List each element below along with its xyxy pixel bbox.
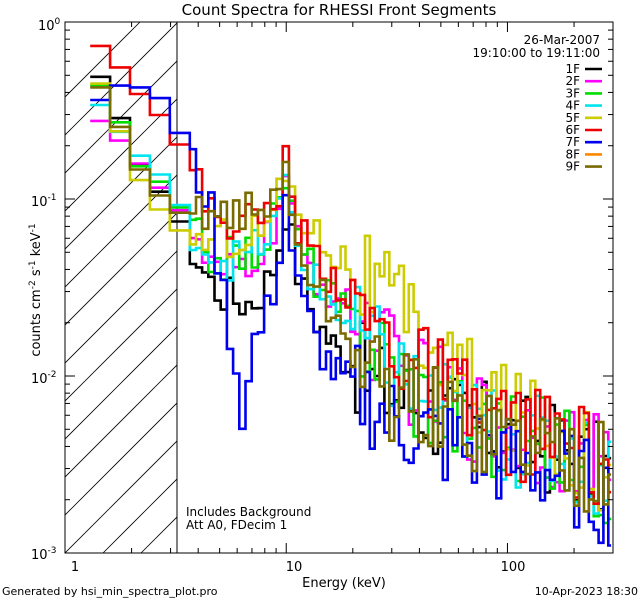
y-tick-label-0.1: 10-1 — [31, 193, 57, 210]
hatch-line — [635, 22, 640, 553]
legend-label-1F: 1F — [565, 62, 580, 76]
legend-label-3F: 3F — [565, 86, 580, 100]
x-axis-label: Energy (keV) — [302, 576, 386, 591]
note-attenuator: Att A0, FDecim 1 — [186, 518, 287, 532]
y-tick-label-0.001: 10-3 — [31, 546, 57, 563]
hatch-line — [65, 98, 177, 212]
y-tick-label-0.01: 10-2 — [31, 370, 57, 387]
observation-time-range: 19:10:00 to 19:11:00 — [473, 46, 600, 60]
y-axis-label: counts cm-2 s-1 keV-1 — [28, 223, 44, 356]
legend-label-8F: 8F — [565, 147, 580, 161]
y-tick-label-1: 100 — [38, 17, 61, 34]
legend-label-2F: 2F — [565, 74, 580, 88]
hatch-line — [65, 60, 177, 174]
chart-title: Count Spectra for RHESSI Front Segments — [182, 1, 497, 19]
hatch-line — [65, 136, 177, 250]
hatch-line — [65, 174, 177, 288]
series-lines — [90, 44, 612, 547]
attenuator-hatch-region — [65, 22, 640, 553]
hatch-line — [65, 22, 141, 98]
x-tick-label-10: 10 — [286, 560, 303, 575]
hatch-line — [65, 212, 177, 326]
x-tick-label-1: 1 — [71, 560, 79, 575]
series-line-7F — [90, 84, 612, 547]
legend-label-4F: 4F — [565, 99, 580, 113]
hatch-line — [65, 22, 177, 136]
hatch-line — [65, 250, 177, 364]
legend-label-5F: 5F — [565, 111, 580, 125]
hatch-line — [65, 440, 177, 553]
hatch-line — [65, 364, 177, 478]
hatch-line — [65, 288, 177, 402]
footer-timestamp: 10-Apr-2023 18:30 — [535, 585, 638, 598]
footer-generated-by: Generated by hsi_min_spectra_plot.pro — [2, 585, 218, 598]
hatch-line — [65, 402, 177, 516]
observation-date: 26-Mar-2007 — [524, 33, 600, 47]
legend-label-7F: 7F — [565, 135, 580, 149]
legend-label-9F: 9F — [565, 160, 580, 174]
plot-frame — [64, 21, 614, 554]
axis-ticks — [64, 21, 614, 554]
series-line-9F — [90, 86, 612, 513]
legend-label-6F: 6F — [565, 123, 580, 137]
x-tick-label-100: 100 — [501, 560, 526, 575]
note-background: Includes Background — [186, 505, 311, 519]
